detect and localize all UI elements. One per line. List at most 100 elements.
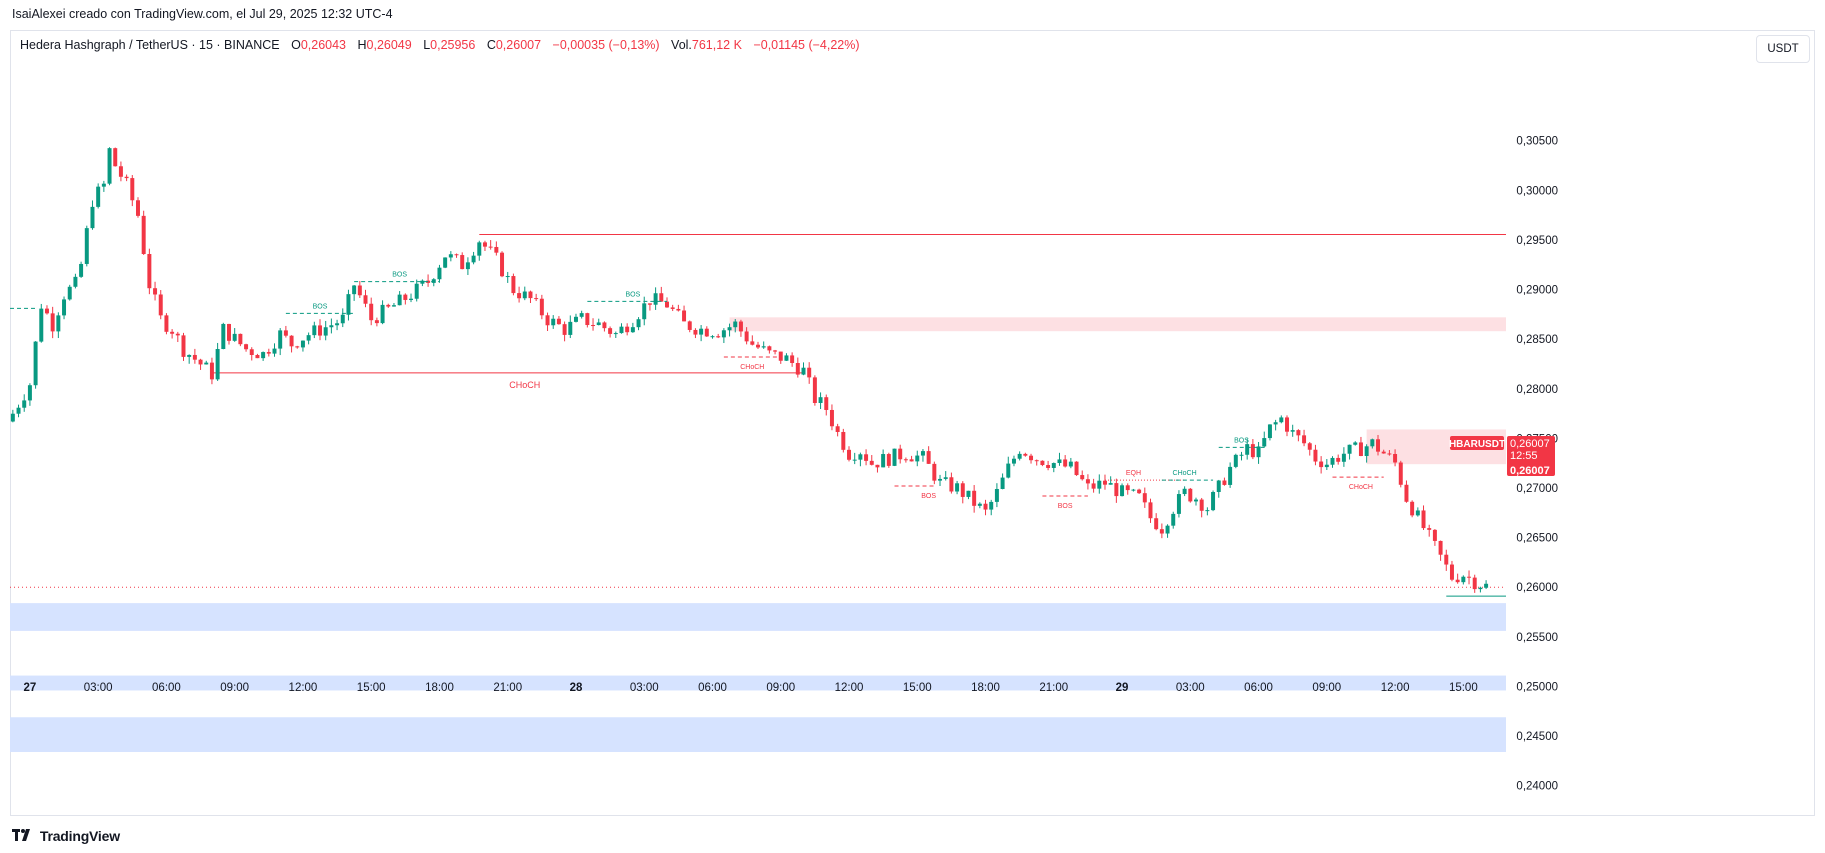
candle-body — [135, 200, 140, 216]
candle-body — [1324, 464, 1329, 468]
x-tick-label: 15:00 — [357, 682, 386, 694]
candle-body — [1455, 579, 1460, 583]
candle-body — [801, 367, 806, 375]
candle-body — [750, 341, 755, 345]
x-tick-label: 12:00 — [835, 682, 864, 694]
candle-body — [1006, 463, 1011, 478]
candle-body — [1057, 459, 1062, 464]
candle-body — [96, 186, 101, 207]
candle-body — [170, 331, 175, 334]
candle-body — [522, 291, 527, 299]
candle-body — [500, 252, 505, 277]
candle-body — [1205, 510, 1210, 512]
candle-body — [448, 254, 453, 258]
annotation-label: BOS — [921, 493, 936, 500]
candle-body — [1074, 461, 1079, 476]
x-tick-label: 06:00 — [152, 682, 181, 694]
candle-body — [511, 276, 516, 294]
candle-body — [1165, 525, 1170, 534]
candle-body — [875, 464, 880, 468]
footer-brand: TradingView — [12, 827, 120, 847]
ticker-label: HBARUSDT — [1449, 439, 1505, 450]
currency-unit-button[interactable]: USDT — [1756, 35, 1810, 63]
top-caption-bar: IsaiAlexei creado con TradingView.com, e… — [0, 0, 1825, 26]
candle-body — [1176, 494, 1181, 514]
y-tick-label: 0,26500 — [1516, 533, 1558, 545]
candle-body — [1211, 491, 1216, 511]
candle-body — [579, 313, 584, 317]
candle-body — [960, 483, 965, 497]
candle-body — [244, 344, 249, 350]
candle-body — [881, 454, 886, 468]
candle-body — [1085, 479, 1090, 484]
candle-body — [602, 322, 607, 329]
x-tick-label: 09:00 — [766, 682, 795, 694]
candle-body — [1046, 465, 1051, 468]
candle-body — [113, 148, 118, 167]
candle-body — [1017, 453, 1022, 459]
candle-body — [130, 178, 135, 201]
candle-body — [1080, 475, 1085, 480]
candle-body — [437, 267, 442, 280]
candle-body — [744, 331, 749, 342]
candle-body — [1432, 529, 1437, 541]
candle-body — [1330, 457, 1335, 465]
candle-body — [664, 301, 669, 308]
candle-body — [266, 352, 271, 354]
candle-body — [1319, 461, 1324, 468]
candle-body — [682, 310, 687, 322]
candle-body — [50, 313, 55, 332]
candle-body — [562, 324, 567, 335]
candle-body — [346, 294, 351, 315]
change-value: −0,00035 (−0,13%) — [552, 38, 660, 52]
candle-body — [357, 285, 362, 296]
low-value: 0,25956 — [430, 38, 476, 52]
candle-body — [1091, 483, 1096, 489]
vol-value: 761,12 K — [691, 38, 742, 52]
candle-body — [164, 315, 169, 332]
candle-body — [841, 431, 846, 450]
candle-body — [79, 263, 84, 277]
candle-body — [33, 341, 38, 386]
candle-body — [238, 333, 243, 345]
candle-body — [1410, 501, 1415, 516]
candle-body — [943, 477, 948, 479]
candle-body — [1011, 458, 1016, 464]
candle-body — [773, 350, 778, 352]
candle-body — [340, 314, 345, 324]
candle-body — [704, 328, 709, 337]
candle-body — [1438, 540, 1443, 555]
candle-body — [414, 283, 419, 299]
candle-body — [1171, 513, 1176, 526]
candle-body — [1358, 442, 1363, 457]
candle-body — [938, 478, 943, 481]
candle-body — [778, 351, 783, 361]
candle-body — [1051, 463, 1056, 468]
y-tick-label: 0,29000 — [1516, 285, 1558, 297]
candle-body — [369, 303, 374, 321]
y-tick-label: 0,29500 — [1516, 235, 1558, 247]
candle-body — [545, 315, 550, 326]
candle-body — [1034, 460, 1039, 462]
candle-body — [824, 397, 829, 410]
candlestick-chart[interactable]: CHoCH BOS BOS BOS CHoCH BOS BOS EQH CHoCH BOS CHoC… — [10, 30, 1815, 816]
x-tick-label: 09:00 — [1312, 682, 1341, 694]
candle-body — [1387, 453, 1392, 455]
annotation-label: BOS — [1234, 437, 1249, 444]
candle-body — [39, 308, 44, 342]
candle-body — [255, 355, 260, 359]
candle-body — [488, 246, 493, 248]
candle-body — [175, 333, 180, 336]
candle-body — [232, 333, 237, 341]
candle-body — [670, 307, 675, 309]
open-label: O — [291, 38, 301, 52]
candle-body — [676, 308, 681, 311]
candle-body — [829, 409, 834, 427]
candle-body — [733, 321, 738, 328]
candle-body — [374, 320, 379, 324]
candle-body — [1262, 438, 1267, 447]
candle-body — [192, 354, 197, 360]
candle-body — [551, 318, 556, 326]
candle-body — [403, 294, 408, 300]
candle-body — [477, 242, 482, 256]
